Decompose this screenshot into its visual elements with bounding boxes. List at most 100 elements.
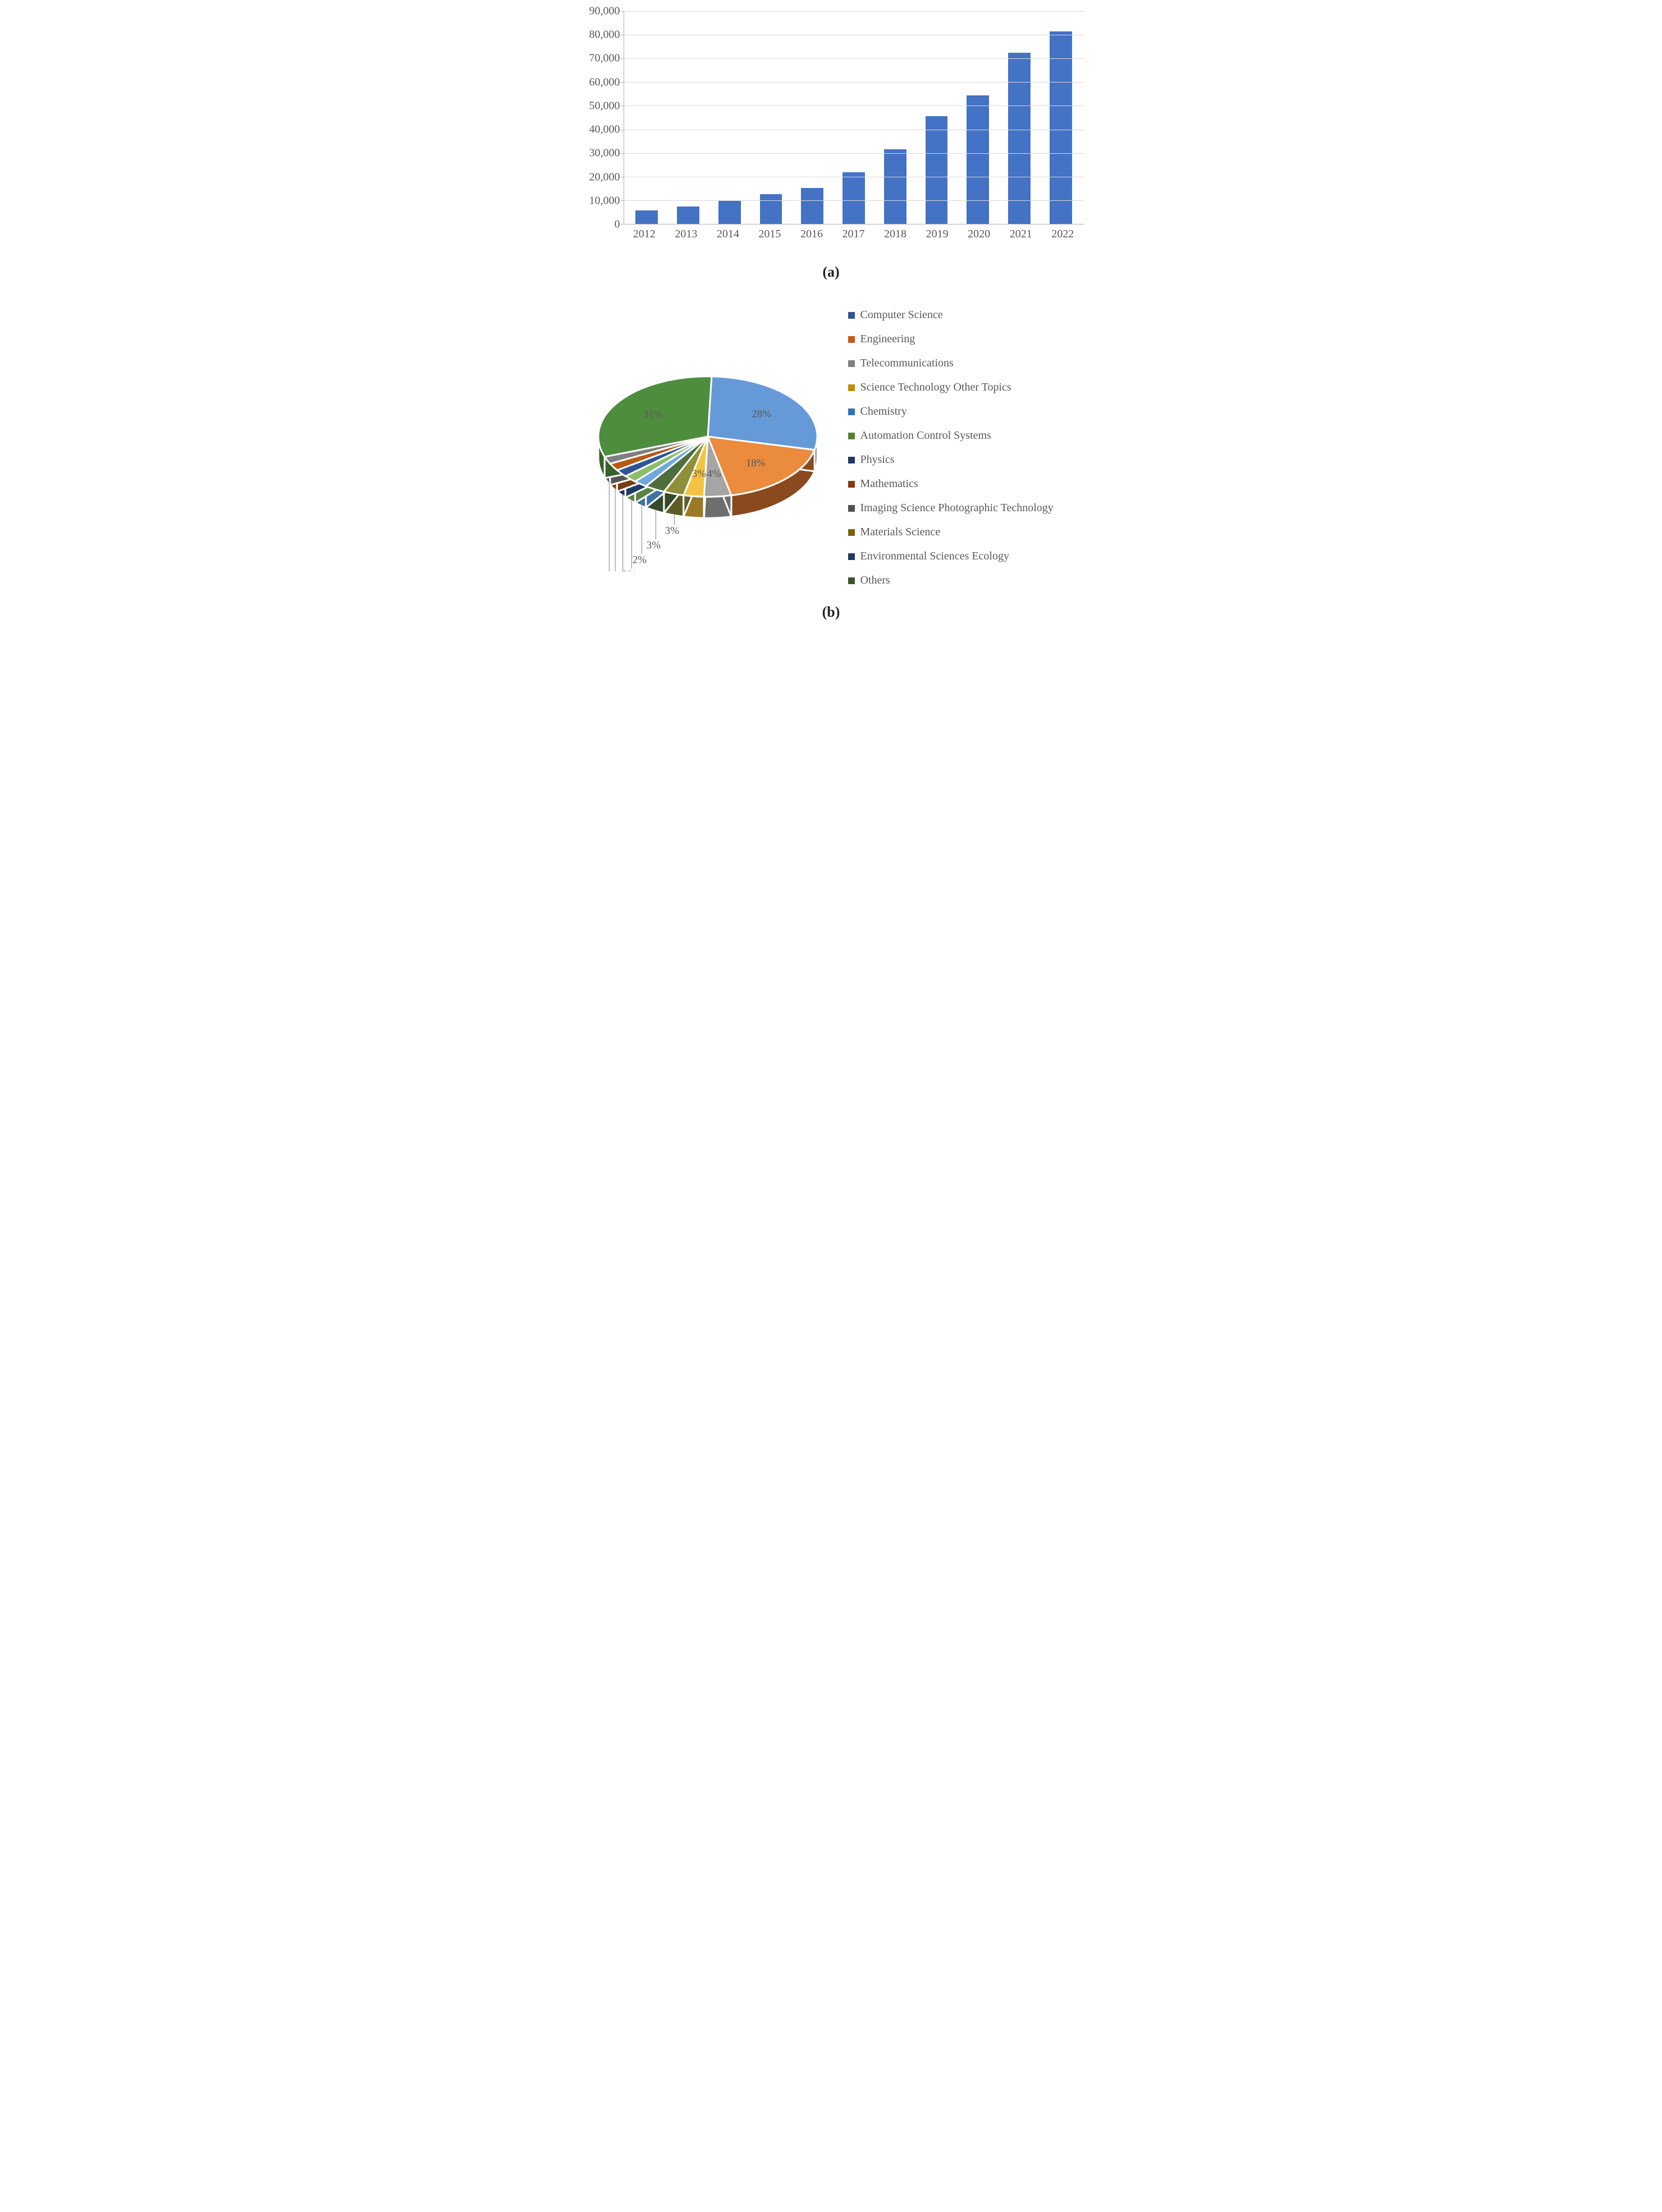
bar-ytick <box>621 153 624 154</box>
legend-label: Computer Science <box>860 309 943 322</box>
pie-slice-label: 2% <box>632 554 647 566</box>
bar <box>1008 53 1031 224</box>
bar-xlabel: 2021 <box>1000 224 1042 241</box>
legend-label: Materials Science <box>860 526 941 539</box>
bar-ylabel: 80,000 <box>589 29 620 42</box>
legend-label: Mathematics <box>860 478 918 490</box>
bar-ylabel: 10,000 <box>589 194 620 207</box>
legend-item: Materials Science <box>848 526 1095 539</box>
pie-row: 28%18%4%3%31%3%3%2%2%2%2%2% Computer Sci… <box>567 309 1095 587</box>
bar-xlabel: 2019 <box>916 224 958 241</box>
legend-item: Chemistry <box>848 405 1095 418</box>
pie-slice-label: 3% <box>692 468 706 480</box>
legend-label: Physics <box>860 453 895 466</box>
legend-item: Mathematics <box>848 478 1095 490</box>
legend-swatch <box>848 384 855 391</box>
panel-label-a: (a) <box>567 264 1095 281</box>
bar-slot <box>667 11 709 224</box>
bar-xlabel: 2022 <box>1042 224 1084 241</box>
legend-item: Environmental Sciences Ecology <box>848 550 1095 563</box>
pie-slice-label: 3% <box>646 539 661 551</box>
bar-ytick <box>621 58 624 59</box>
bar-ytick <box>621 11 624 12</box>
bar-slot <box>833 11 875 224</box>
bar <box>801 188 823 224</box>
pie-legend: Computer Science Engineering Telecommunica… <box>848 309 1095 587</box>
bar <box>926 116 948 224</box>
legend-swatch <box>848 433 855 439</box>
legend-swatch <box>848 360 855 367</box>
bar <box>635 210 658 224</box>
legend-swatch <box>848 553 855 560</box>
bar-slot <box>709 11 750 224</box>
legend-swatch <box>848 505 855 512</box>
bar-chart-bars <box>624 11 1084 224</box>
legend-item: Computer Science <box>848 309 1095 322</box>
bar <box>843 172 865 224</box>
bar-slot <box>957 11 999 224</box>
legend-label: Imaging Science Photographic Technology <box>860 502 1054 515</box>
bar-slot <box>999 11 1040 224</box>
bar-slot <box>916 11 958 224</box>
bar-xlabel: 2020 <box>958 224 1000 241</box>
bar-ytick <box>621 105 624 106</box>
bar <box>760 194 782 224</box>
legend-swatch <box>848 312 855 319</box>
legend-label: Telecommunications <box>860 357 954 370</box>
bar-xlabel: 2013 <box>665 224 707 241</box>
legend-swatch <box>848 457 855 463</box>
bar-gridline <box>624 11 1084 12</box>
bar-chart: 0 10,000 20,000 30,000 40,000 50,000 60,000 70,… <box>579 11 1084 247</box>
bar-xlabel: 2012 <box>624 224 666 241</box>
bar-chart-xaxis: 2012201320142015201620172018201920202021… <box>624 224 1084 247</box>
legend-item: Physics <box>848 453 1095 466</box>
bar-xlabel: 2017 <box>832 224 875 241</box>
bar <box>884 149 906 224</box>
legend-label: Engineering <box>860 333 915 346</box>
bar-ylabel: 20,000 <box>589 171 620 183</box>
pie-svg: 28%18%4%3%31%3%3%2%2%2%2%2% <box>567 324 837 571</box>
legend-label: Science Technology Other Topics <box>860 381 1011 394</box>
legend-item: Telecommunications <box>848 357 1095 370</box>
bar-ylabel: 30,000 <box>589 147 620 160</box>
bar-ylabel: 50,000 <box>589 99 620 112</box>
bar-chart-yaxis: 010,00020,00030,00040,00050,00060,00070,… <box>579 11 624 224</box>
pie-slice-label: 28% <box>752 408 771 420</box>
legend-item: Imaging Science Photographic Technology <box>848 502 1095 515</box>
bar-slot <box>875 11 916 224</box>
legend-swatch <box>848 409 855 415</box>
bar-gridline <box>624 105 1084 106</box>
pie-slice-label: 4% <box>707 468 721 480</box>
bar-slot <box>626 11 668 224</box>
bar-gridline <box>624 153 1084 154</box>
legend-item: Engineering <box>848 333 1095 346</box>
bar-xlabel: 2015 <box>749 224 791 241</box>
legend-swatch <box>848 577 855 584</box>
bar-xlabel: 2014 <box>707 224 749 241</box>
bar-ylabel: 70,000 <box>589 52 620 65</box>
bar <box>718 201 741 224</box>
pie-chart: 28%18%4%3%31%3%3%2%2%2%2%2% <box>567 324 837 571</box>
bar-chart-plot <box>624 11 1084 224</box>
legend-swatch <box>848 336 855 343</box>
bar <box>677 206 699 224</box>
bar-slot <box>750 11 792 224</box>
bar-ylabel: 90,000 <box>589 5 620 18</box>
bar-xlabel: 2016 <box>791 224 833 241</box>
bar-ylabel: 40,000 <box>589 123 620 136</box>
bar-gridline <box>624 58 1084 59</box>
legend-item: Others <box>848 574 1095 587</box>
bar-ylabel: 60,000 <box>589 76 620 89</box>
legend-label: Environmental Sciences Ecology <box>860 550 1009 563</box>
pie-slice-label: 31% <box>643 409 663 421</box>
panel-label-b: (b) <box>567 604 1095 621</box>
bar <box>967 95 989 224</box>
bar-gridline <box>624 200 1084 201</box>
pie-slice-label: 18% <box>745 457 765 469</box>
bar-xlabel: 2018 <box>875 224 917 241</box>
legend-label: Others <box>860 574 890 587</box>
legend-label: Chemistry <box>860 405 907 418</box>
bar <box>1050 31 1072 224</box>
bar-ylabel: 0 <box>615 218 620 231</box>
page-root: 0 10,000 20,000 30,000 40,000 50,000 60,000 70,… <box>562 0 1101 671</box>
